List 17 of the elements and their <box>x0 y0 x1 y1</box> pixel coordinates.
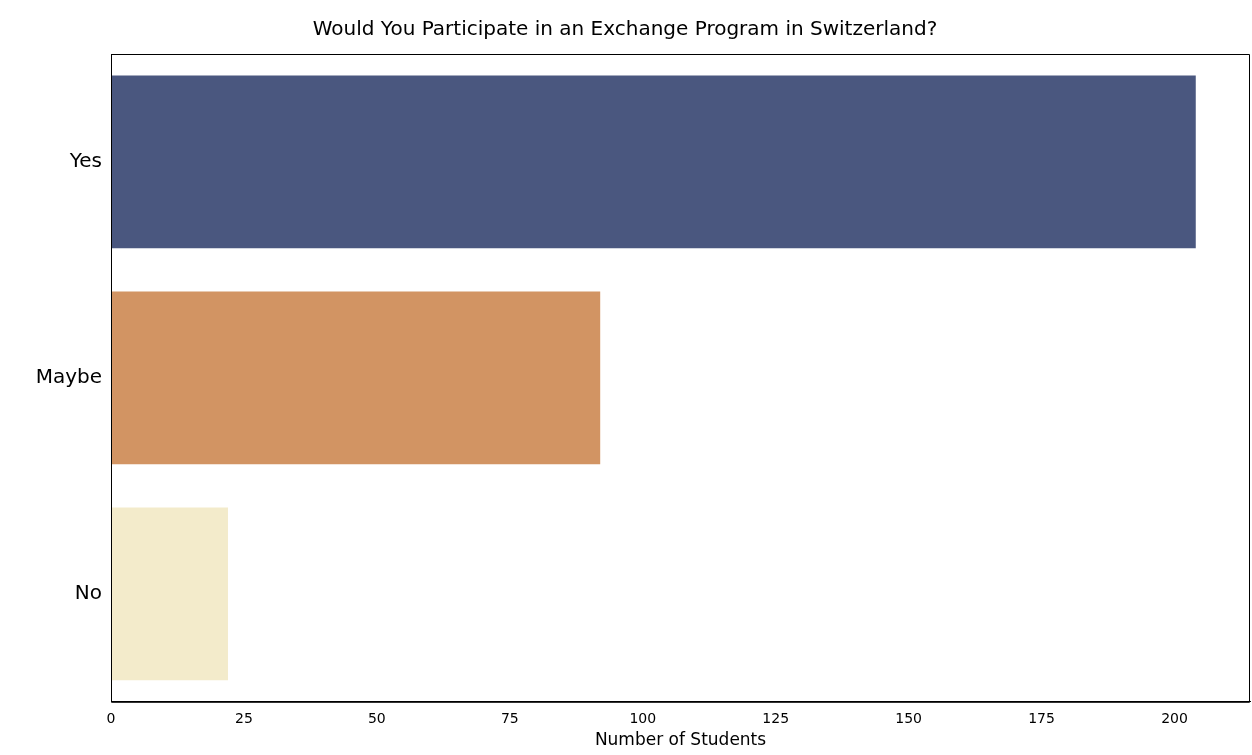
x-axis-title: Number of Students <box>594 729 767 750</box>
bar <box>111 75 1196 249</box>
x-tick-label: 175 <box>1028 709 1055 726</box>
x-tick-label: 150 <box>895 709 922 726</box>
x-tick-label: 125 <box>762 709 790 726</box>
bar <box>111 291 601 465</box>
y-tick-label: No <box>74 580 102 605</box>
x-tick-label: 0 <box>106 709 116 726</box>
x-tick-label: 50 <box>367 709 386 726</box>
y-tick-label: Yes <box>68 148 102 173</box>
x-tick-label: 25 <box>235 709 253 726</box>
x-tick-label: 200 <box>1161 709 1188 726</box>
x-tick-label: 100 <box>629 709 657 726</box>
y-tick-label: Maybe <box>35 364 102 389</box>
bar <box>111 507 228 681</box>
chart-title: Would You Participate in an Exchange Program in Switzerland? <box>312 16 938 41</box>
x-tick-label: 75 <box>500 709 519 726</box>
